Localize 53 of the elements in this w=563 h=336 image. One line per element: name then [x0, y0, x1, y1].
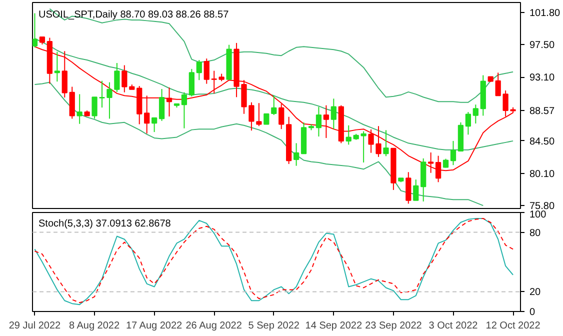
candlestick: [278, 103, 284, 130]
candlestick: [181, 92, 188, 129]
y-tick-label: 80.10: [530, 169, 555, 180]
y-tick-label: 100: [530, 210, 547, 220]
y-tick-label: 101.80: [530, 8, 561, 20]
candlestick: [62, 50, 68, 98]
candlestick: [106, 82, 112, 120]
candlestick: [32, 12, 38, 48]
candlestick: [346, 124, 352, 146]
line-series: [34, 82, 484, 206]
candlestick: [293, 142, 300, 166]
candlestick: [330, 98, 336, 130]
x-tick-label: 3 Oct 2022: [428, 320, 478, 332]
candlestick: [188, 68, 194, 97]
y-tick-label: 20: [530, 287, 542, 298]
y-tick-label: 0: [530, 307, 536, 318]
candlestick: [383, 130, 389, 157]
y-tick-label: 80: [530, 228, 542, 239]
y-tick-label: 84.50: [530, 136, 555, 148]
candlestick: [166, 87, 172, 117]
x-tick-label: 5 Sep 2022: [248, 320, 300, 332]
candlestick: [323, 104, 330, 138]
candlestick: [151, 117, 158, 133]
candlestick: [204, 58, 210, 84]
candlestick: [406, 172, 412, 204]
candlestick: [69, 86, 75, 120]
candlestick: [196, 60, 202, 81]
candlestick: [158, 88, 165, 122]
x-tick-label: 8 Aug 2022: [68, 320, 120, 332]
candlestick: [114, 62, 120, 92]
text: Stoch(5,3,3) 37.0913 62.8678: [38, 218, 172, 230]
candlestick: [316, 106, 322, 137]
candlestick: [413, 179, 419, 201]
candlestick: [264, 113, 270, 125]
y-tick-label: 88.57: [530, 106, 555, 118]
candlestick: [271, 95, 277, 116]
x-tick-label: 23 Sep 2022: [365, 320, 422, 332]
candlestick: [450, 140, 456, 166]
candlestick: [211, 70, 217, 94]
y-tick-label: 93.10: [530, 72, 555, 84]
candlestick: [76, 94, 82, 124]
y-tick-label: 97.50: [530, 40, 555, 51]
x-tick-label: 26 Aug 2022: [186, 320, 242, 332]
candlestick: [122, 64, 128, 93]
x-tick-label: 14 Sep 2022: [305, 320, 362, 332]
candlestick: [54, 51, 60, 82]
x-tick-label: 17 Aug 2022: [126, 320, 183, 332]
candlestick: [256, 102, 262, 127]
candlestick: [144, 95, 150, 134]
candlestick: [465, 111, 472, 136]
x-tick-label: 29 Jul 2022: [8, 320, 62, 332]
candlestick: [472, 104, 478, 124]
x-tick-label: 12 Oct 2022: [486, 320, 541, 332]
